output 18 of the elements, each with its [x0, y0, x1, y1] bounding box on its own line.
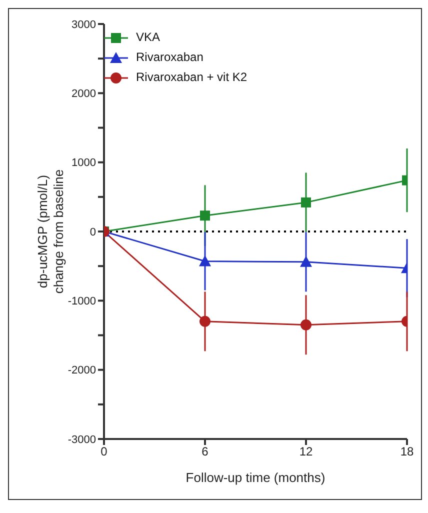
x-tick-label: 0	[100, 444, 108, 459]
y-axis-title: dp-ucMGP (pmol/L) change from baseline	[35, 169, 66, 294]
x-tick-label: 12	[299, 444, 313, 459]
y-tick-label: 0	[90, 226, 96, 238]
y-tick-label: 2000	[72, 88, 96, 100]
y-tick-label: -1000	[68, 296, 96, 308]
x-tick-label: 6	[202, 444, 209, 459]
x-axis-title: Follow-up time (months)	[186, 470, 326, 485]
legend-label: VKA	[136, 30, 160, 44]
legend-label: Rivaroxaban + vit K2	[136, 70, 248, 84]
y-tick-label: 1000	[72, 157, 96, 170]
x-tick-label: 18	[400, 444, 414, 459]
y-tick-label: 3000	[72, 18, 96, 31]
y-tick-label: -3000	[68, 434, 96, 446]
point	[301, 197, 311, 208]
point	[200, 210, 210, 221]
y-tick-label: -2000	[68, 364, 96, 377]
legend-label: Rivaroxaban	[136, 50, 204, 64]
